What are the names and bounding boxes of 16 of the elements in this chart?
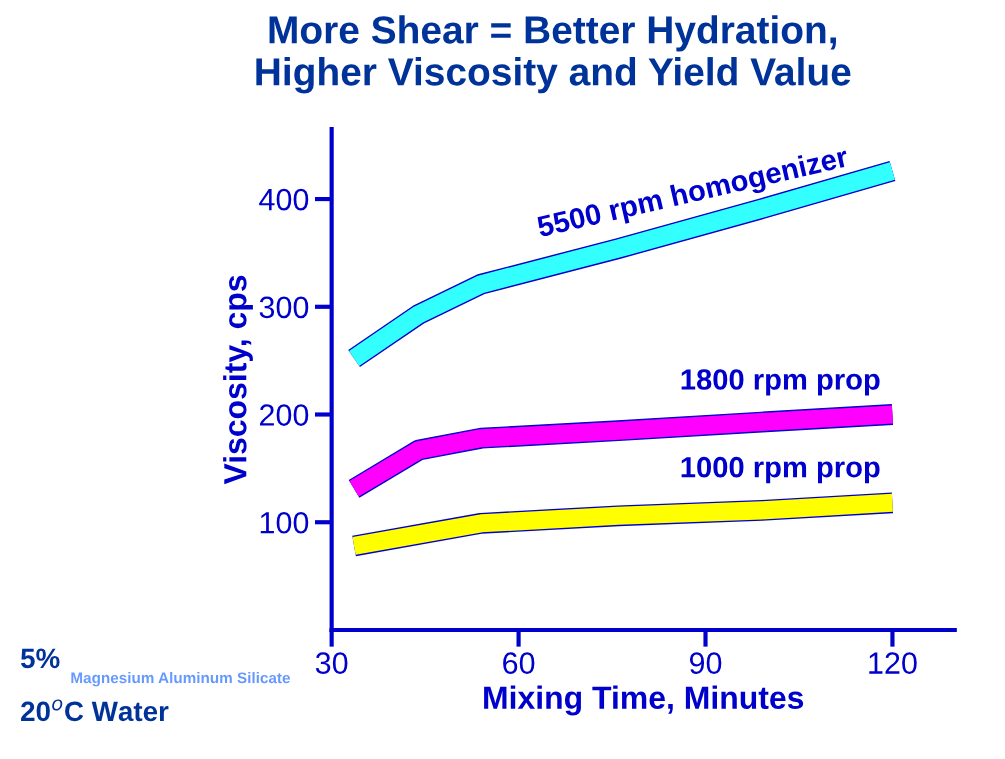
y-tick-label: 200 [259, 404, 309, 426]
text: Magnesium Aluminum Silicate [71, 672, 290, 687]
y-tick-label: 100 [260, 511, 309, 534]
y-tick-label: 300 [259, 296, 309, 319]
y-axis-title: Viscosity, cps [223, 275, 253, 485]
x-tick-label: 90 [689, 652, 722, 674]
x-tick-label: 120 [869, 652, 917, 674]
x-axis-title: Mixing Time, Minutes [484, 685, 804, 716]
text: 20$^{o}$C Water [21, 699, 169, 722]
chart-title: More Shear = Better Hydration, Higher Viscosity and Yield Value [256, 15, 851, 94]
text: 5% [20, 648, 60, 669]
x-tick-label: 30 [315, 652, 348, 674]
y-tick-label: 400 [259, 188, 309, 211]
series-label: 1800 rpm prop [681, 369, 880, 396]
x-tick-label: 60 [503, 652, 535, 674]
series-label: 1000 rpm prop [681, 456, 880, 484]
